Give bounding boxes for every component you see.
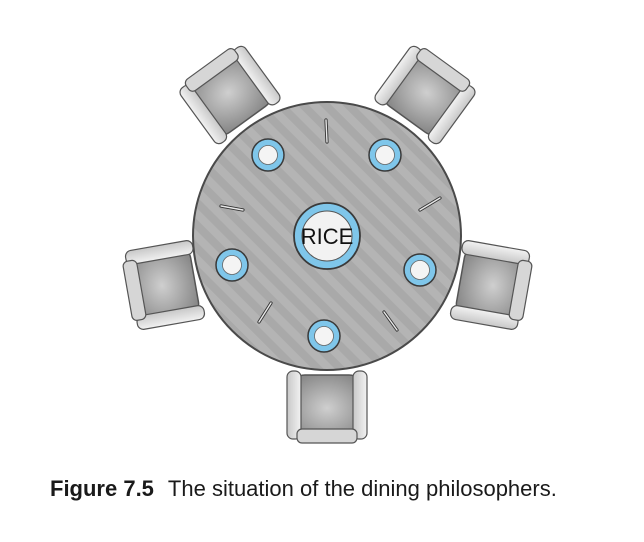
plate-5 [307, 319, 341, 353]
figure-number: Figure 7.5 [50, 476, 154, 501]
chopstick-1 [324, 118, 329, 144]
chair-5 [286, 370, 368, 444]
chopstick-3 [219, 204, 245, 212]
figure-caption-text: The situation of the dining philosophers… [167, 476, 557, 501]
chair-4 [449, 240, 533, 330]
plate-4 [403, 253, 437, 287]
dining-philosophers-diagram: RICE [122, 45, 533, 444]
rice-bowl: RICE [293, 202, 361, 270]
chair-1 [179, 45, 281, 145]
chopstick-4 [257, 301, 273, 324]
plate-3 [215, 248, 249, 282]
chopstick-2 [418, 196, 442, 212]
chopstick-5 [382, 310, 399, 332]
rice-label: RICE [301, 224, 354, 249]
plate-2 [368, 138, 402, 172]
plate-1 [251, 138, 285, 172]
chair-3 [122, 240, 206, 330]
chair-2 [374, 45, 476, 145]
figure-caption: Figure 7.5 The situation of the dining ph… [50, 476, 557, 502]
